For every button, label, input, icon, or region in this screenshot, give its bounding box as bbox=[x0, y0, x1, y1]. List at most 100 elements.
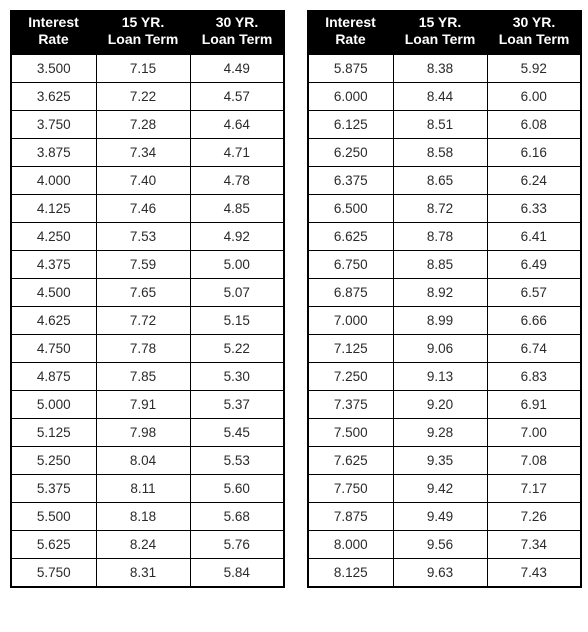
table-header-row: Interest Rate 15 YR. Loan Term 30 YR. Lo… bbox=[308, 10, 581, 54]
cell-interest-rate: 5.125 bbox=[11, 418, 96, 446]
table-row: 4.1257.464.85 bbox=[11, 194, 284, 222]
cell-30yr: 7.26 bbox=[487, 502, 581, 530]
cell-15yr: 8.18 bbox=[96, 502, 190, 530]
cell-15yr: 9.42 bbox=[393, 474, 487, 502]
cell-30yr: 6.24 bbox=[487, 166, 581, 194]
table-row: 5.8758.385.92 bbox=[308, 54, 581, 82]
table-row: 4.5007.655.07 bbox=[11, 278, 284, 306]
cell-30yr: 5.45 bbox=[190, 418, 284, 446]
loan-table-left: Interest Rate 15 YR. Loan Term 30 YR. Lo… bbox=[10, 10, 285, 588]
table-body-right: 5.8758.385.926.0008.446.006.1258.516.086… bbox=[308, 54, 581, 587]
cell-15yr: 9.20 bbox=[393, 390, 487, 418]
table-row: 4.2507.534.92 bbox=[11, 222, 284, 250]
cell-30yr: 7.08 bbox=[487, 446, 581, 474]
cell-interest-rate: 5.000 bbox=[11, 390, 96, 418]
header-text: Rate bbox=[14, 31, 93, 48]
table-row: 3.5007.154.49 bbox=[11, 54, 284, 82]
cell-30yr: 6.49 bbox=[487, 250, 581, 278]
table-row: 7.2509.136.83 bbox=[308, 362, 581, 390]
cell-interest-rate: 5.500 bbox=[11, 502, 96, 530]
cell-15yr: 7.22 bbox=[96, 82, 190, 110]
cell-15yr: 7.85 bbox=[96, 362, 190, 390]
cell-interest-rate: 5.875 bbox=[308, 54, 393, 82]
table-row: 5.0007.915.37 bbox=[11, 390, 284, 418]
cell-30yr: 5.15 bbox=[190, 306, 284, 334]
cell-15yr: 9.13 bbox=[393, 362, 487, 390]
cell-15yr: 9.49 bbox=[393, 502, 487, 530]
header-text: Interest bbox=[311, 14, 390, 31]
table-row: 6.3758.656.24 bbox=[308, 166, 581, 194]
cell-15yr: 9.56 bbox=[393, 530, 487, 558]
cell-interest-rate: 7.250 bbox=[308, 362, 393, 390]
table-row: 5.5008.185.68 bbox=[11, 502, 284, 530]
cell-15yr: 7.91 bbox=[96, 390, 190, 418]
cell-15yr: 7.59 bbox=[96, 250, 190, 278]
header-text: 15 YR. bbox=[396, 14, 484, 31]
cell-interest-rate: 3.875 bbox=[11, 138, 96, 166]
cell-interest-rate: 7.125 bbox=[308, 334, 393, 362]
cell-interest-rate: 4.250 bbox=[11, 222, 96, 250]
cell-interest-rate: 5.750 bbox=[11, 558, 96, 587]
table-row: 7.6259.357.08 bbox=[308, 446, 581, 474]
cell-15yr: 7.72 bbox=[96, 306, 190, 334]
table-body-left: 3.5007.154.493.6257.224.573.7507.284.643… bbox=[11, 54, 284, 587]
cell-15yr: 7.78 bbox=[96, 334, 190, 362]
table-row: 6.6258.786.41 bbox=[308, 222, 581, 250]
cell-interest-rate: 6.125 bbox=[308, 110, 393, 138]
cell-15yr: 9.06 bbox=[393, 334, 487, 362]
cell-interest-rate: 6.000 bbox=[308, 82, 393, 110]
cell-15yr: 8.92 bbox=[393, 278, 487, 306]
cell-15yr: 8.11 bbox=[96, 474, 190, 502]
cell-interest-rate: 7.500 bbox=[308, 418, 393, 446]
cell-15yr: 9.35 bbox=[393, 446, 487, 474]
cell-30yr: 5.07 bbox=[190, 278, 284, 306]
header-text: Rate bbox=[311, 31, 390, 48]
header-text: Loan Term bbox=[99, 31, 187, 48]
cell-30yr: 4.64 bbox=[190, 110, 284, 138]
cell-interest-rate: 6.875 bbox=[308, 278, 393, 306]
table-row: 7.1259.066.74 bbox=[308, 334, 581, 362]
table-row: 5.7508.315.84 bbox=[11, 558, 284, 587]
cell-15yr: 9.28 bbox=[393, 418, 487, 446]
header-15yr: 15 YR. Loan Term bbox=[393, 10, 487, 54]
cell-15yr: 8.31 bbox=[96, 558, 190, 587]
cell-15yr: 7.15 bbox=[96, 54, 190, 82]
cell-30yr: 5.53 bbox=[190, 446, 284, 474]
table-row: 8.1259.637.43 bbox=[308, 558, 581, 587]
cell-interest-rate: 3.625 bbox=[11, 82, 96, 110]
header-15yr: 15 YR. Loan Term bbox=[96, 10, 190, 54]
cell-interest-rate: 4.625 bbox=[11, 306, 96, 334]
cell-30yr: 6.91 bbox=[487, 390, 581, 418]
cell-15yr: 7.65 bbox=[96, 278, 190, 306]
table-row: 7.0008.996.66 bbox=[308, 306, 581, 334]
cell-30yr: 5.84 bbox=[190, 558, 284, 587]
table-row: 7.5009.287.00 bbox=[308, 418, 581, 446]
cell-15yr: 7.40 bbox=[96, 166, 190, 194]
cell-30yr: 6.00 bbox=[487, 82, 581, 110]
header-interest-rate: Interest Rate bbox=[11, 10, 96, 54]
cell-15yr: 8.78 bbox=[393, 222, 487, 250]
cell-interest-rate: 6.500 bbox=[308, 194, 393, 222]
cell-15yr: 8.65 bbox=[393, 166, 487, 194]
table-row: 4.6257.725.15 bbox=[11, 306, 284, 334]
cell-interest-rate: 4.875 bbox=[11, 362, 96, 390]
cell-15yr: 9.63 bbox=[393, 558, 487, 587]
header-30yr: 30 YR. Loan Term bbox=[190, 10, 284, 54]
cell-interest-rate: 3.750 bbox=[11, 110, 96, 138]
cell-15yr: 8.99 bbox=[393, 306, 487, 334]
cell-15yr: 7.46 bbox=[96, 194, 190, 222]
cell-interest-rate: 4.125 bbox=[11, 194, 96, 222]
cell-30yr: 4.78 bbox=[190, 166, 284, 194]
header-text: Loan Term bbox=[193, 31, 281, 48]
table-row: 6.5008.726.33 bbox=[308, 194, 581, 222]
cell-15yr: 7.28 bbox=[96, 110, 190, 138]
cell-interest-rate: 8.000 bbox=[308, 530, 393, 558]
header-30yr: 30 YR. Loan Term bbox=[487, 10, 581, 54]
table-row: 4.3757.595.00 bbox=[11, 250, 284, 278]
header-text: Interest bbox=[14, 14, 93, 31]
table-row: 3.7507.284.64 bbox=[11, 110, 284, 138]
cell-30yr: 5.22 bbox=[190, 334, 284, 362]
cell-15yr: 8.72 bbox=[393, 194, 487, 222]
cell-interest-rate: 7.000 bbox=[308, 306, 393, 334]
table-row: 8.0009.567.34 bbox=[308, 530, 581, 558]
